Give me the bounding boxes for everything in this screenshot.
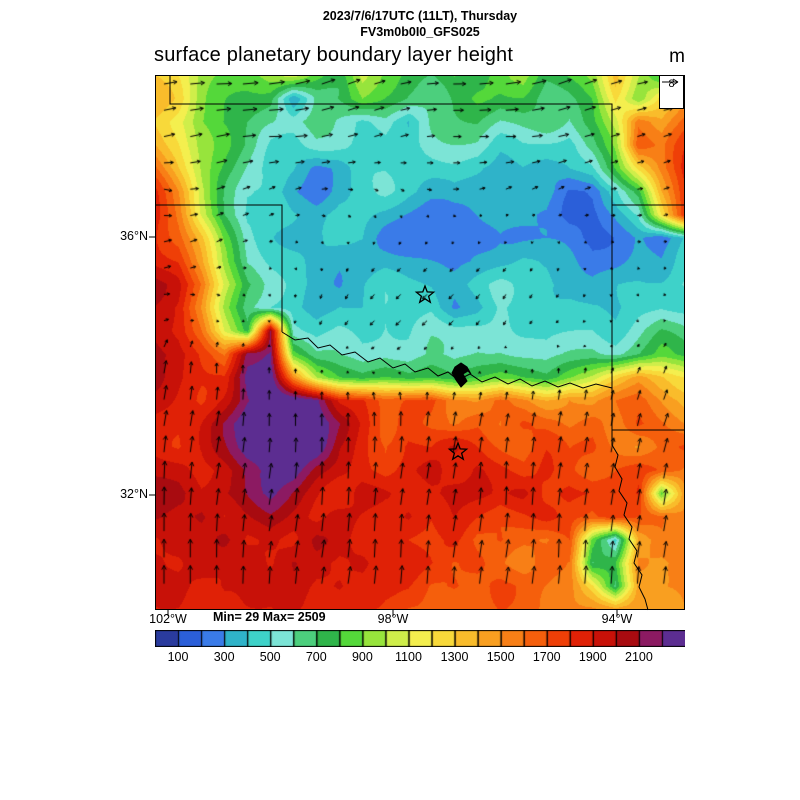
lat-tick-label: 36°N	[120, 229, 148, 243]
colorbar-tick-label: 700	[305, 650, 327, 664]
lon-tick-label: 94°W	[601, 612, 633, 626]
colorbar-tick-label: 500	[259, 650, 281, 664]
colorbar: 100 300 500 700 900 1100 1300 1500 1700 1900 2100	[155, 630, 685, 670]
colorbar-canvas	[155, 630, 685, 647]
lon-tick-label: 98°W	[377, 612, 409, 626]
datetime-heading: 2023/7/6/17UTC (11LT), Thursday	[322, 9, 518, 23]
minmax-stats: Min= 29 Max= 2509	[213, 610, 326, 624]
star-marker	[447, 441, 469, 461]
map-borders-overlay	[149, 75, 685, 616]
plot-title: surface planetary boundary layer height	[154, 44, 514, 66]
state-border-line	[155, 204, 283, 332]
colorbar-tick-label: 2100	[625, 650, 653, 664]
map-panel: 8	[149, 75, 685, 616]
colorbar-tick-label: 1100	[395, 650, 422, 664]
lat-tick-label: 32°N	[120, 487, 148, 501]
lake-marker	[451, 362, 472, 388]
colorbar-tick-label: 1300	[440, 650, 469, 664]
colorbar-tick-label: 900	[351, 650, 373, 664]
colorbar-tick-label: 1500	[486, 650, 515, 664]
lon-tick-label: 102°W	[149, 612, 187, 626]
map-frame	[155, 75, 685, 610]
star-marker	[414, 284, 436, 304]
colorbar-tick-label: 1900	[578, 650, 607, 664]
reference-vector-box: 8	[659, 75, 684, 109]
model-heading: FV3m0b0I0_GFS025	[360, 25, 480, 39]
colorbar-tick-label: 1700	[532, 650, 561, 664]
state-border-line	[611, 388, 649, 611]
reference-arrow-icon	[662, 78, 679, 86]
state-border-line	[281, 331, 613, 389]
pbl-field-canvas	[155, 75, 685, 610]
colorbar-tick-label: 100	[167, 650, 189, 664]
state-border-line	[169, 75, 613, 388]
reference-speed-label: 8	[668, 78, 675, 90]
colorbar-tick-label: 300	[213, 650, 235, 664]
units-label: m	[669, 46, 685, 67]
